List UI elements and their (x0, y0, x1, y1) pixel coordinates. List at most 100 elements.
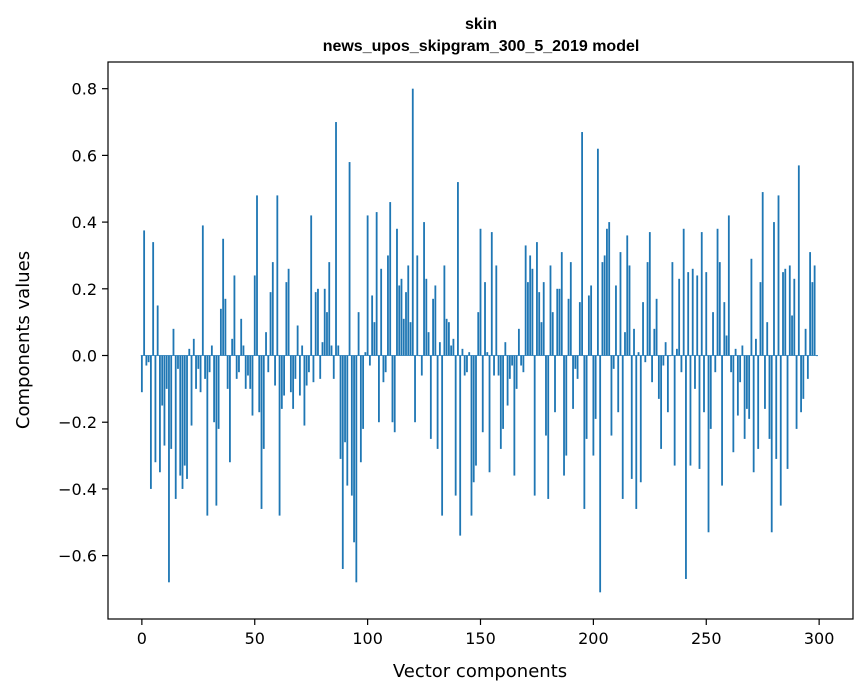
bar (477, 312, 480, 356)
bar (366, 215, 369, 356)
bar-series (140, 88, 818, 593)
bar (168, 355, 170, 583)
bar (621, 355, 624, 499)
bar (287, 268, 290, 356)
bar (775, 355, 778, 459)
bar (265, 332, 267, 356)
y-tick-label: 0.0 (72, 347, 97, 366)
bar (393, 355, 396, 433)
bar (350, 355, 353, 496)
bar (587, 295, 590, 356)
bar (495, 265, 498, 356)
bar (536, 242, 538, 356)
bar (143, 230, 146, 356)
bar (551, 312, 554, 356)
bar (274, 355, 276, 386)
bar (678, 278, 681, 356)
chart-title: skin (465, 16, 497, 33)
bar (558, 288, 561, 356)
bar (195, 355, 197, 389)
bar (457, 182, 459, 356)
bar (429, 355, 432, 439)
bar (328, 262, 331, 356)
bar (165, 355, 168, 389)
bar (468, 352, 471, 356)
bar (224, 298, 227, 356)
bar (741, 345, 744, 356)
bar (802, 355, 805, 399)
bar (779, 355, 782, 506)
bar (368, 355, 371, 366)
bar (192, 338, 195, 356)
bar (712, 312, 714, 356)
bar (280, 355, 283, 409)
bar (140, 355, 143, 393)
y-axis-ticks: −0.6 −0.4 −0.2 0.0 0.2 0.4 0.6 0.8 (58, 80, 108, 566)
bar (624, 332, 626, 356)
bar (364, 352, 367, 356)
bar (576, 355, 579, 379)
x-tick-label: 150 (465, 629, 496, 648)
bar (355, 355, 358, 583)
bar (517, 328, 520, 356)
bar (371, 295, 374, 356)
bar (619, 252, 622, 356)
bar (696, 275, 699, 356)
bar (206, 355, 209, 516)
bar (646, 262, 649, 356)
bar (547, 355, 550, 499)
bar (635, 355, 638, 509)
y-axis-label: Components values (13, 251, 34, 429)
bar (152, 242, 155, 356)
bar (721, 355, 723, 486)
bar (590, 285, 593, 356)
bar (174, 355, 177, 499)
bar (229, 355, 231, 463)
bar (540, 322, 543, 356)
bar (533, 355, 536, 496)
bar (574, 355, 577, 369)
bar (149, 355, 152, 489)
bar (179, 355, 182, 476)
bar (617, 355, 620, 413)
bar (806, 355, 809, 379)
bar (201, 225, 204, 356)
bar (723, 302, 726, 356)
bar (689, 355, 692, 466)
bar (773, 222, 775, 356)
bar (664, 342, 667, 356)
bar (459, 355, 462, 536)
bar (186, 355, 188, 479)
bar (289, 355, 292, 393)
bar (147, 355, 150, 363)
bar (163, 355, 166, 446)
bar (278, 355, 281, 516)
bar (795, 355, 798, 429)
bar (770, 355, 773, 533)
bar (759, 282, 762, 356)
bar (644, 355, 647, 363)
bar (626, 235, 629, 356)
bar (793, 278, 796, 356)
bar (391, 355, 394, 423)
bar (804, 328, 807, 356)
bar (567, 298, 570, 356)
bar (156, 305, 159, 356)
bar (375, 212, 378, 356)
y-tick-label: 0.4 (72, 213, 97, 232)
bar (447, 322, 450, 356)
bar (292, 355, 295, 409)
bar (601, 262, 604, 356)
bar (256, 195, 258, 356)
bar (606, 228, 608, 356)
bar (382, 355, 385, 383)
y-tick-label: 0.8 (72, 80, 97, 99)
bar (703, 355, 705, 413)
bar (434, 285, 437, 356)
x-tick-label: 100 (352, 629, 383, 648)
bar (502, 355, 504, 429)
bar (380, 268, 383, 356)
bar (335, 122, 337, 356)
bar (513, 355, 516, 476)
bar (244, 355, 247, 389)
